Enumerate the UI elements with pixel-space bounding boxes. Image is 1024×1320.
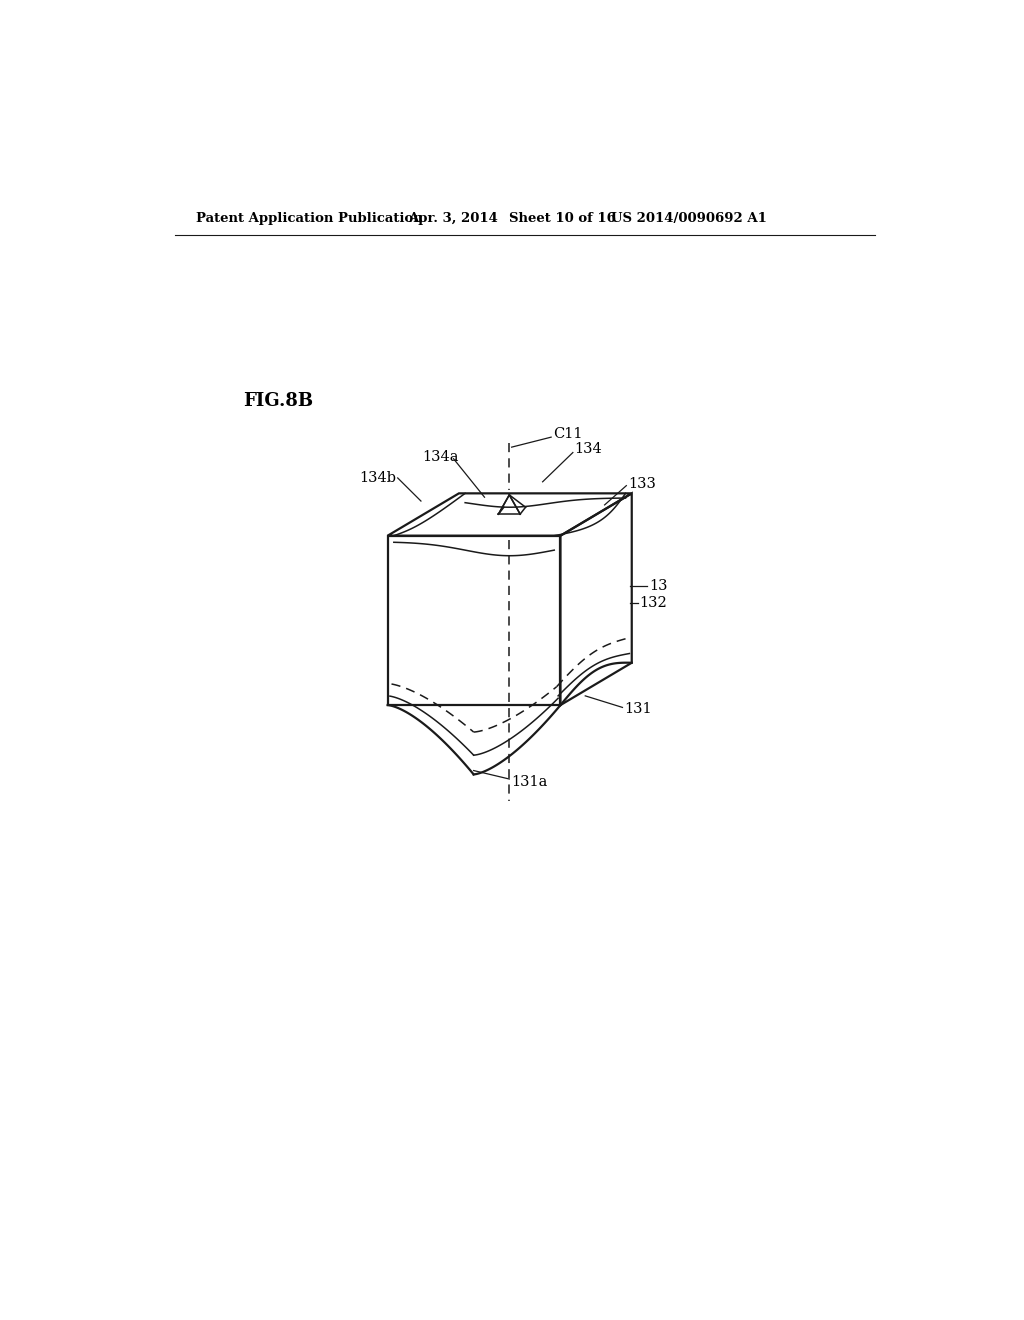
Text: 132: 132 [640,597,668,610]
Text: Sheet 10 of 16: Sheet 10 of 16 [509,213,616,224]
Text: Patent Application Publication: Patent Application Publication [197,213,423,224]
Text: Apr. 3, 2014: Apr. 3, 2014 [409,213,499,224]
Text: 13: 13 [649,578,668,593]
Text: C11: C11 [553,428,583,441]
Text: 134: 134 [574,442,602,457]
Text: 134b: 134b [359,471,396,484]
Text: FIG.8B: FIG.8B [243,392,312,411]
Text: 133: 133 [628,477,655,491]
Text: US 2014/0090692 A1: US 2014/0090692 A1 [611,213,767,224]
Text: 131a: 131a [511,775,547,789]
Text: 131: 131 [624,702,651,715]
Text: 134a: 134a [423,450,459,465]
